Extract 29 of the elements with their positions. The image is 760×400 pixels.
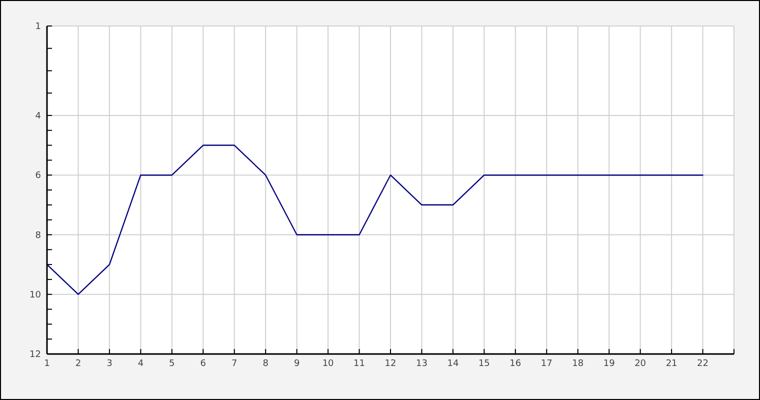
x-tick-label: 18 <box>572 359 584 369</box>
x-tick-label: 14 <box>447 359 459 369</box>
x-tick-label: 4 <box>138 359 144 369</box>
x-tick-label: 1 <box>44 359 50 369</box>
y-tick-label: 1 <box>35 22 41 32</box>
y-tick-label: 8 <box>35 230 42 241</box>
y-tick-label: 4 <box>35 112 42 122</box>
x-tick-label: 16 <box>510 359 522 369</box>
x-tick-label: 17 <box>540 359 552 369</box>
line-series <box>46 144 704 295</box>
x-tick-label: 15 <box>478 359 490 369</box>
x-tick-label: 21 <box>666 359 678 369</box>
x-tick-label: 9 <box>294 359 300 369</box>
y-tick-label: 6 <box>35 171 42 182</box>
y-tick-label: 12 <box>30 350 41 360</box>
x-tick-label: 2 <box>75 359 82 369</box>
x-tick-label: 3 <box>106 359 112 369</box>
x-tick-label: 10 <box>322 359 334 369</box>
x-tick-label: 6 <box>200 359 206 369</box>
x-tick-label: 13 <box>416 359 428 369</box>
x-tick-label: 5 <box>169 359 175 369</box>
x-tick-label: 7 <box>231 359 238 369</box>
x-tick-label: 20 <box>634 359 646 369</box>
x-tick-label: 22 <box>697 359 708 369</box>
x-tick-label: 8 <box>262 359 269 369</box>
x-tick-label: 11 <box>354 359 365 369</box>
x-tick-label: 12 <box>384 359 396 369</box>
y-tick-label: 10 <box>30 290 42 301</box>
x-tick-label: 19 <box>603 359 616 369</box>
